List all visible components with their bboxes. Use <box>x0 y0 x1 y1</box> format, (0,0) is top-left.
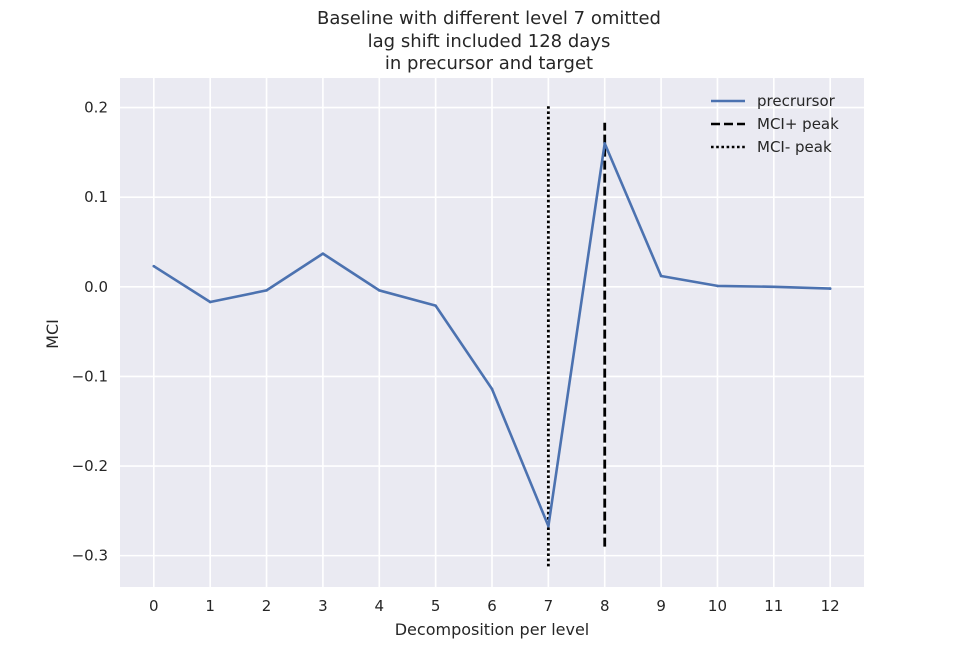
data-point <box>547 524 550 528</box>
x-tick-label: 4 <box>374 597 384 615</box>
y-tick-label: 0.2 <box>84 99 108 117</box>
series-layer <box>152 103 832 567</box>
legend-label-mci-minus-peak: MCI- peak <box>757 138 832 156</box>
x-tick-label: 0 <box>149 597 159 615</box>
y-tick-label: 0.1 <box>84 188 108 206</box>
data-point <box>434 304 437 307</box>
data-point <box>659 274 663 278</box>
chart-title-line-2: lag shift included 128 days <box>368 31 611 52</box>
x-axis-label: Decomposition per level <box>395 620 590 639</box>
data-point <box>321 252 325 255</box>
data-point <box>265 289 268 292</box>
x-tick-label: 10 <box>708 597 727 615</box>
x-tick-label: 7 <box>544 597 554 615</box>
legend-label-precrursor: precrursor <box>757 92 836 110</box>
legend: precrursor MCI+ peak MCI- peak <box>711 92 839 156</box>
x-tick-label: 11 <box>764 597 783 615</box>
x-tick-label: 8 <box>600 597 610 615</box>
data-point <box>828 287 832 290</box>
x-tick-label: 9 <box>656 597 666 615</box>
chart-title-line-1: Baseline with different level 7 omitted <box>317 8 661 29</box>
x-tick-label: 12 <box>821 597 840 615</box>
data-point <box>772 285 776 289</box>
y-tick-label: 0.0 <box>84 278 108 296</box>
x-tick-label: 3 <box>318 597 328 615</box>
x-tick-label: 5 <box>431 597 441 615</box>
data-point <box>152 264 156 268</box>
x-tick-label: 2 <box>262 597 272 615</box>
data-point <box>208 300 212 304</box>
x-tick-label: 1 <box>205 597 215 615</box>
y-axis-label: MCI <box>43 319 62 349</box>
y-tick-label: −0.1 <box>72 367 108 385</box>
chart-title-line-3: in precursor and target <box>385 53 593 74</box>
data-point <box>490 387 494 391</box>
x-tick-label: 6 <box>487 597 497 615</box>
tick-labels: 0 1 2 3 4 5 6 7 8 9 10 11 120.20.10.0−0.1−0.2−0.3 <box>72 99 840 615</box>
data-point <box>603 142 607 145</box>
legend-label-mci-plus-peak: MCI+ peak <box>757 115 839 133</box>
data-point <box>716 284 719 288</box>
data-point <box>377 289 381 292</box>
y-tick-label: −0.2 <box>72 457 108 475</box>
y-tick-label: −0.3 <box>72 547 108 565</box>
